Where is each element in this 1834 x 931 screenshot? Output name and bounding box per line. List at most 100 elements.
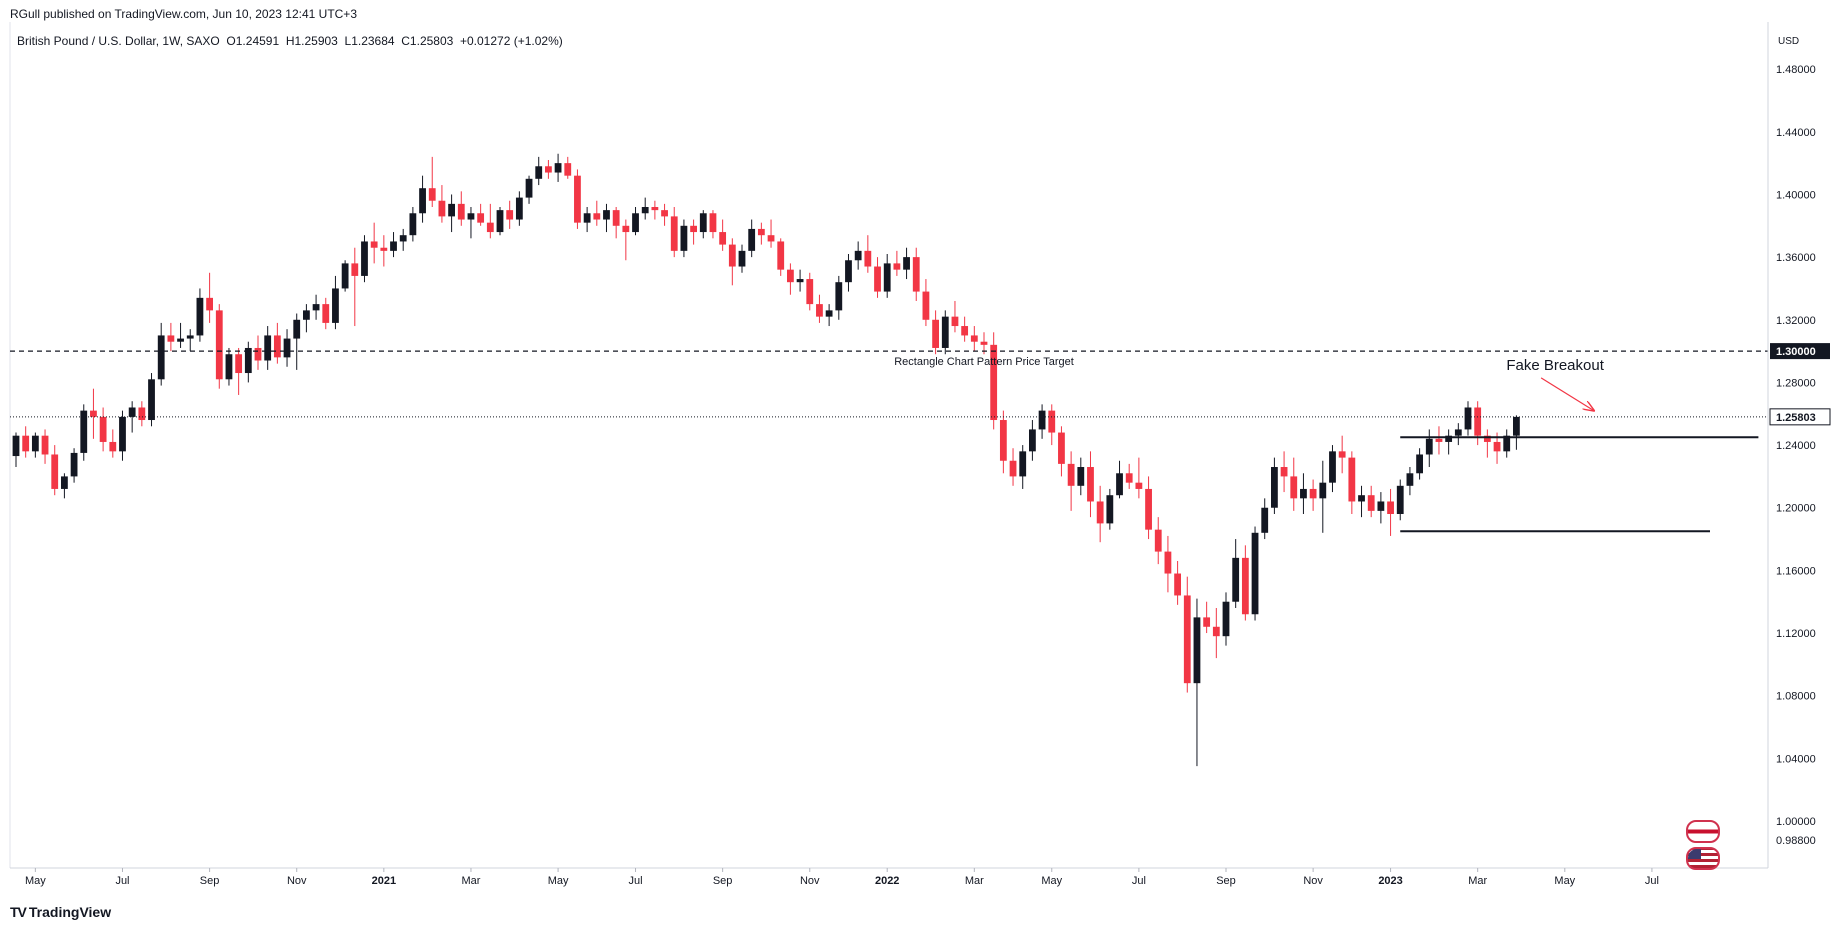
candle-body <box>361 241 368 276</box>
candle-body <box>525 178 533 198</box>
current-price-label-bg <box>1769 408 1831 426</box>
candle-body <box>941 316 949 348</box>
x-tick-label: Mar <box>965 875 984 887</box>
y-tick-label: 1.08000 <box>1776 691 1816 703</box>
tradingview-logo[interactable]: TV TradingView <box>10 904 111 920</box>
chart-overlays: Rectangle Chart Pattern Price Target Fake… <box>10 350 1768 533</box>
candle-body <box>370 241 378 248</box>
candle-body <box>719 232 727 245</box>
candle-body <box>1280 467 1288 477</box>
candle-body <box>825 310 833 317</box>
candle-body <box>390 241 397 251</box>
candle-body <box>990 344 998 421</box>
currency-flags <box>1686 820 1720 874</box>
candle-body <box>903 257 910 270</box>
y-tick-label: 1.12000 <box>1776 628 1816 640</box>
candle-body <box>564 163 572 176</box>
candle-body <box>51 454 59 489</box>
y-tick-label: 0.98800 <box>1776 835 1816 847</box>
candle-body <box>351 263 359 276</box>
candle-body <box>1377 501 1385 511</box>
candle-body <box>80 410 88 453</box>
candle-body <box>409 213 417 236</box>
candle-body <box>1474 407 1482 436</box>
candle-body <box>1193 617 1201 684</box>
x-tick-label: 2021 <box>372 875 396 887</box>
x-tick-label: Sep <box>713 875 733 887</box>
candle-body <box>1300 488 1307 499</box>
current-price-label: 1.25803 <box>1776 412 1816 424</box>
candle-body <box>554 163 562 173</box>
candle-body <box>157 335 165 380</box>
candle-body <box>428 188 436 201</box>
candle-body <box>816 304 823 317</box>
candle-body <box>699 213 707 233</box>
candle-body <box>1222 601 1230 637</box>
candle-body <box>535 166 543 179</box>
candle-body <box>1290 476 1298 499</box>
candle-body <box>961 326 969 336</box>
candle-body <box>399 235 407 242</box>
candle-body <box>1164 551 1172 574</box>
candle-body <box>225 354 233 380</box>
y-tick-label: 1.48000 <box>1776 64 1816 76</box>
candle-body <box>61 476 68 489</box>
candle-body <box>1445 435 1453 442</box>
x-tick-label: Jul <box>628 875 642 887</box>
candle-body <box>1435 438 1443 442</box>
x-tick-label: Mar <box>1468 875 1487 887</box>
candle-body <box>273 335 281 358</box>
candle-body <box>22 435 30 452</box>
tradingview-logo-text: TradingView <box>28 904 112 920</box>
x-tick-label: May <box>1554 875 1575 887</box>
y-tick-label: 1.40000 <box>1776 189 1816 201</box>
candle-body <box>864 250 872 267</box>
candle-body <box>1329 451 1336 483</box>
legend-change: +0.01272 (+1.02%) <box>459 34 563 48</box>
candle-body <box>612 210 620 226</box>
candle-body <box>1067 463 1075 486</box>
candle-body <box>167 335 175 342</box>
candle-body <box>254 347 262 361</box>
candle-body <box>970 335 978 342</box>
candle-body <box>128 407 136 417</box>
price-label: 1.30000 <box>1776 346 1816 358</box>
candle-body <box>1483 435 1491 442</box>
candle-body <box>806 279 814 305</box>
candle-body <box>1203 617 1211 627</box>
legend-open: O1.24591 <box>226 34 280 48</box>
x-tick-label: 2023 <box>1378 875 1402 887</box>
x-tick-label: Sep <box>200 875 220 887</box>
candle-body <box>1338 451 1346 458</box>
candle-body <box>419 188 426 214</box>
x-tick-label: Sep <box>1216 875 1236 887</box>
legend-symbol: British Pound / U.S. Dollar, 1W, SAXO <box>17 34 220 48</box>
candle-body <box>738 250 746 267</box>
candle-body <box>1251 532 1259 615</box>
candle-body <box>728 244 736 267</box>
text-annotation: Fake Breakout <box>1506 357 1604 374</box>
candle-body <box>1029 429 1036 452</box>
candle-body <box>1145 488 1152 530</box>
us-flag-icon <box>1686 847 1720 870</box>
candle-body <box>1348 457 1356 502</box>
y-tick-label: 1.04000 <box>1776 753 1816 765</box>
candle-body <box>244 347 252 374</box>
candle-body <box>796 279 804 283</box>
candle-body <box>196 297 204 336</box>
candle-body <box>1261 507 1269 533</box>
candle-body <box>177 338 184 342</box>
candle-body <box>593 213 601 220</box>
candle-body <box>264 335 272 361</box>
candle-body <box>1425 438 1433 455</box>
y-tick-label: 1.16000 <box>1776 565 1816 577</box>
x-tick-label: Nov <box>800 875 820 887</box>
candle-body <box>496 210 504 233</box>
candle-body <box>119 416 126 452</box>
y-tick-label: 1.36000 <box>1776 252 1816 264</box>
candle-body <box>457 203 465 220</box>
x-tick-label: May <box>1041 875 1062 887</box>
candle-body <box>477 213 485 223</box>
candle-body <box>186 335 194 339</box>
